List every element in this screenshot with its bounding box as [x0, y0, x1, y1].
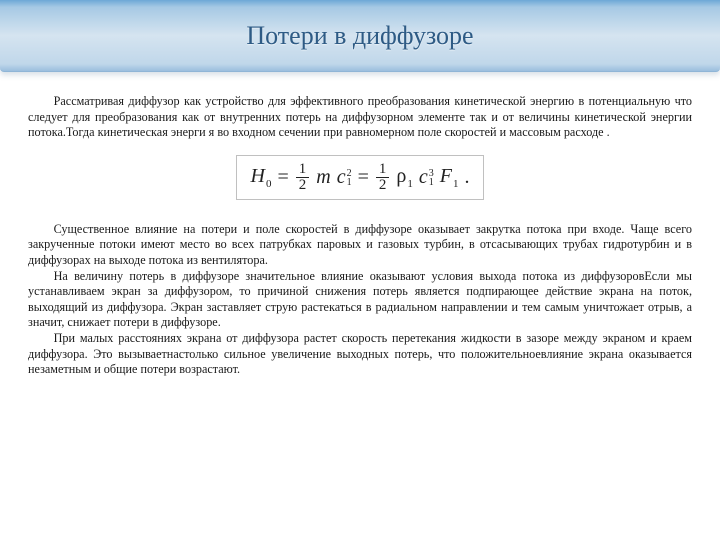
- eq-equals-2: =: [358, 165, 369, 191]
- equation-container: H0 = 1 2 m c21 = 1 2 ρ1 c31 F1 .: [28, 155, 692, 200]
- eq-var-c1cube: c31: [419, 165, 434, 191]
- eq-var-H: H0: [251, 164, 272, 191]
- slide-content: Рассматривая диффузор как устройство для…: [0, 72, 720, 378]
- paragraph: Рассматривая диффузор как устройство для…: [28, 94, 692, 141]
- paragraph: На величину потерь в диффузоре значитель…: [28, 269, 692, 331]
- paragraph: Существенное влияние на потери и поле ск…: [28, 222, 692, 269]
- paragraph-block-2: Существенное влияние на потери и поле ск…: [28, 222, 692, 378]
- equation-H0: H0 = 1 2 m c21 = 1 2 ρ1 c31 F1 .: [236, 155, 485, 200]
- eq-var-c1sq: c21: [337, 165, 352, 191]
- paragraph: При малых расстояниях экрана от диффузор…: [28, 331, 692, 378]
- eq-var-F1: F1: [440, 164, 459, 191]
- eq-frac-1: 1 2: [296, 162, 310, 193]
- slide-header: Потери в диффузоре: [0, 0, 720, 72]
- eq-var-rho: ρ1: [396, 164, 412, 191]
- eq-var-m: m: [316, 165, 330, 191]
- eq-equals-1: =: [277, 165, 288, 191]
- eq-frac-2: 1 2: [376, 162, 390, 193]
- eq-period: .: [464, 165, 469, 191]
- paragraph-block-1: Рассматривая диффузор как устройство для…: [28, 94, 692, 141]
- slide-title: Потери в диффузоре: [246, 21, 473, 51]
